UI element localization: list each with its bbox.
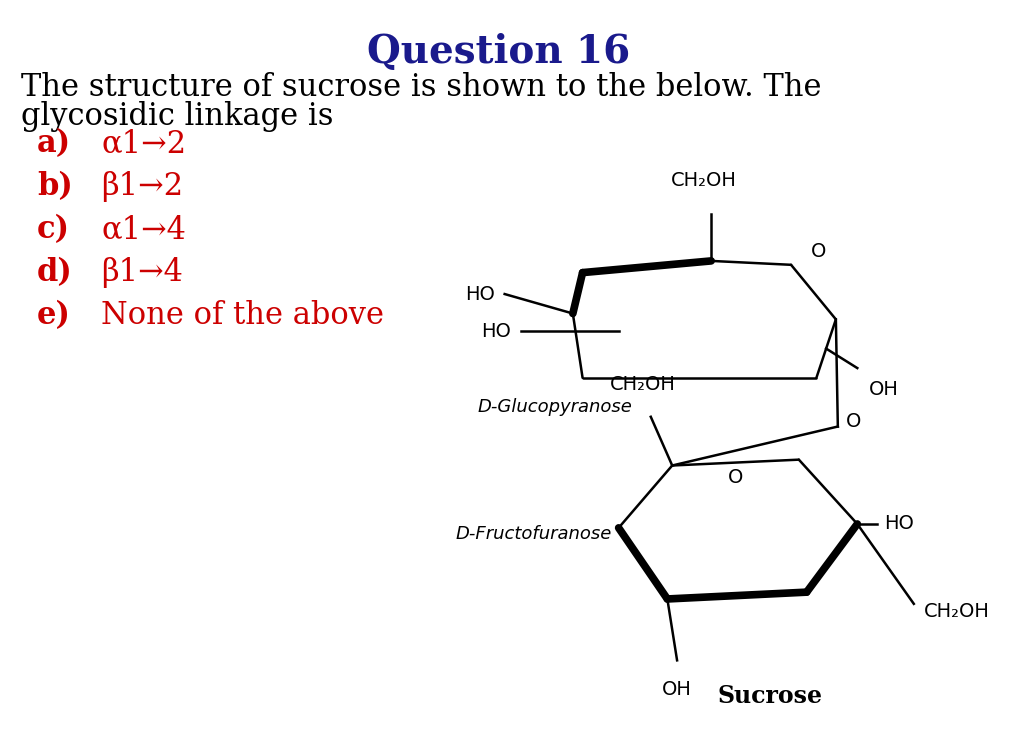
Text: β1→4: β1→4 [101,257,183,288]
Text: Sucrose: Sucrose [717,684,822,709]
Text: α1→4: α1→4 [101,214,186,246]
Text: CH₂OH: CH₂OH [671,171,736,190]
Text: α1→2: α1→2 [101,128,186,160]
Text: OH: OH [869,380,899,398]
Text: HO: HO [481,321,511,341]
Text: The structure of sucrose is shown to the below. The: The structure of sucrose is shown to the… [22,72,822,103]
Text: HO: HO [465,284,495,303]
Text: CH₂OH: CH₂OH [610,375,676,395]
Text: a): a) [37,128,71,160]
Text: O: O [811,242,826,260]
Text: Question 16: Question 16 [368,33,631,71]
Text: d): d) [37,257,73,288]
Text: glycosidic linkage is: glycosidic linkage is [22,101,334,132]
Text: None of the above: None of the above [101,300,384,331]
Text: OH: OH [663,680,692,699]
Text: c): c) [37,214,70,246]
Text: O: O [846,412,861,431]
Text: CH₂OH: CH₂OH [924,602,989,621]
Text: D-Fructofuranose: D-Fructofuranose [456,525,612,542]
Text: HO: HO [885,514,914,533]
Text: b): b) [37,171,73,203]
Text: O: O [728,467,743,487]
Text: e): e) [37,300,71,331]
Text: D-Glucopyranose: D-Glucopyranose [477,398,632,416]
Text: β1→2: β1→2 [101,171,183,203]
